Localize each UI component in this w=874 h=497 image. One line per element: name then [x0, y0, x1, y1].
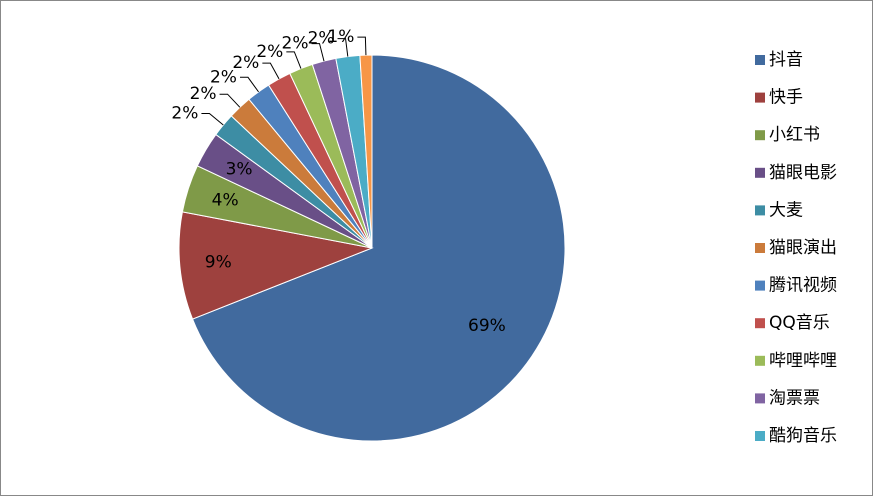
legend-swatch	[755, 431, 765, 441]
legend-label: 抖音	[769, 50, 803, 70]
legend-label: 猫眼电影	[769, 163, 837, 183]
data-label: 9%	[205, 253, 232, 273]
legend-swatch	[755, 318, 765, 329]
legend-swatch	[755, 167, 765, 178]
legend-swatch	[755, 280, 765, 291]
data-label: 2%	[190, 84, 217, 104]
leader-line	[286, 51, 302, 69]
data-label: 1%	[327, 27, 354, 47]
legend-label: 腾讯视频	[769, 276, 837, 296]
legend-swatch	[755, 393, 765, 404]
legend-swatch	[755, 355, 765, 366]
leader-line	[219, 93, 241, 108]
legend-label: 快手	[769, 88, 803, 108]
legend-label: 淘票票	[769, 388, 820, 408]
data-label: 2%	[308, 29, 335, 49]
data-label: 2%	[171, 104, 198, 124]
leader-line	[201, 113, 224, 126]
data-label: 2%	[210, 67, 237, 87]
legend-label: 猫眼演出	[769, 238, 837, 258]
data-label: 3%	[226, 159, 253, 179]
legend-swatch	[755, 243, 765, 253]
legend-swatch	[755, 205, 765, 216]
leader-line	[311, 43, 325, 62]
leader-line	[357, 36, 367, 56]
legend-swatch	[755, 130, 765, 141]
data-label: 4%	[212, 190, 239, 210]
leader-line	[239, 76, 259, 93]
legend-swatch	[755, 55, 765, 65]
data-label: 2%	[256, 42, 283, 62]
leader-line	[262, 62, 280, 80]
legend-label: 哔哩哔哩	[769, 351, 837, 371]
pie-slice	[178, 211, 374, 320]
legend-label: 酷狗音乐	[769, 426, 837, 446]
legend-label: 小红书	[769, 125, 820, 145]
data-label: 2%	[232, 53, 259, 73]
data-label: 69%	[468, 316, 506, 336]
legend-label: 大麦	[769, 200, 803, 220]
legend-label: QQ音乐	[769, 313, 830, 333]
pie-slice	[191, 54, 566, 442]
legend-swatch	[755, 92, 765, 103]
leader-line	[337, 38, 349, 57]
data-label: 2%	[282, 34, 309, 54]
